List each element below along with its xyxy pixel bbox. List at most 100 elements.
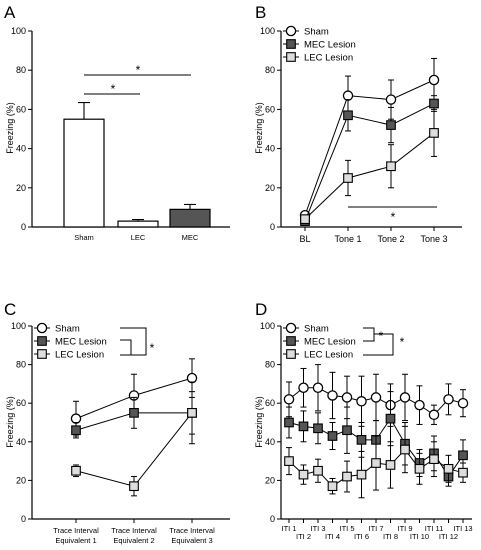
panel-a-bar (169, 208, 211, 228)
panel-b-x-tick-label: BL (299, 234, 310, 244)
panel-b-letter: B (255, 3, 266, 22)
panel-d-point (341, 392, 353, 403)
panel-d-point (283, 394, 295, 405)
panel-a-y-tick-label: 0 (21, 222, 26, 232)
panel-d-legend-label: LEC Lesion (304, 350, 353, 361)
panel-d-legend-point (285, 322, 297, 334)
panel-c-x-tick-label-line: Trace Interval (111, 526, 157, 535)
panel-c-legend-label: MEC Lesion (55, 337, 107, 348)
panel-b-legend-point (286, 52, 296, 62)
panel-d-y-tick-label: 100 (260, 321, 275, 331)
panel-b-legend-point (285, 25, 297, 37)
panel-c-sig-bracket (120, 327, 147, 356)
panel-c-point (186, 372, 198, 384)
panel-d-point (356, 435, 367, 445)
panel-b-series-line (304, 132, 435, 220)
panel-d-y-tick-label: 80 (265, 360, 275, 370)
panel-b-y-tick-label: 100 (260, 26, 275, 36)
panel-c-x-tick-label-line: Equivalent 1 (55, 536, 96, 545)
panel-d-y-tick-label: 20 (265, 475, 275, 485)
panel-b-point (429, 128, 439, 138)
panel-c-x-tick-label-line: Equivalent 2 (113, 536, 154, 545)
panel-c-sig-star: * (150, 341, 155, 355)
panel-c-y-tick-label: 60 (16, 398, 26, 408)
panel-c-point (129, 407, 139, 418)
panel-d-y-tick-label: 60 (265, 398, 275, 408)
panel-a-x-tick-label: MEC (182, 233, 199, 242)
panel-b-x-tick-label: Tone 3 (420, 234, 447, 244)
panel-c-x-tick-label-line: Trace Interval (53, 526, 99, 535)
panel-b-x-tick-label: Tone 2 (377, 234, 404, 244)
panel-c-point (71, 465, 81, 476)
panel-d-point (385, 460, 396, 470)
panel-d-x-tick-label: ITI 5 (339, 524, 354, 533)
panel-b-series-line (304, 103, 435, 222)
panel-b-legend-point (286, 39, 296, 49)
panel-b-y-tick-label: 20 (265, 183, 275, 193)
panel-c-legend-label: Sham (55, 324, 80, 335)
panel-d-point (298, 421, 309, 432)
panel-c-legend-point (37, 349, 47, 359)
panel-d-x-tick-label: ITI 4 (325, 532, 340, 541)
panel-d-point (457, 397, 469, 409)
panel-a-y-tick-label: 60 (16, 104, 26, 114)
panel-c-x-tick-label-line: Trace Interval (169, 526, 215, 535)
panel-c-x-tick-label-line: Equivalent 3 (171, 536, 212, 545)
panel-c-letter: C (4, 300, 16, 319)
panel-a-y-tick-label: 80 (16, 65, 26, 75)
panel-d-point (313, 465, 323, 476)
panel-d-point (327, 431, 338, 441)
panel-d-x-tick-label: ITI 3 (310, 524, 325, 533)
panel-d-point (371, 458, 381, 468)
panel-d-x-tick-label: ITI 6 (354, 532, 369, 541)
panel-a-x-tick-label: LEC (131, 233, 146, 242)
panel-c-ylabel: Freezing (%) (5, 396, 15, 448)
panel-b-point (428, 74, 440, 86)
panel-d-sig-bracket (363, 333, 394, 356)
panel-b-point (429, 98, 439, 109)
panel-a-letter: A (4, 3, 16, 22)
panel-b-y-tick-label: 60 (265, 104, 275, 114)
panel-b-point (386, 161, 396, 172)
panel-c-sig-bracket (120, 339, 132, 356)
panel-a-y-tick-label: 100 (11, 26, 26, 36)
panel-d-legend-point (286, 349, 296, 359)
panel-a-sig-star: * (111, 82, 116, 96)
panel-d-legend-label: Sham (304, 324, 329, 335)
panel-d-x-tick-label: ITI 1 (281, 524, 296, 533)
panel-d-point (298, 469, 309, 480)
panel-c-legend-label: LEC Lesion (55, 350, 104, 361)
panel-a-x-tick-label: Sham (74, 233, 94, 242)
panel-c-point (129, 481, 139, 492)
panel-d-point (284, 417, 294, 428)
panel-d-point (298, 382, 309, 394)
panel-b-legend-label: Sham (304, 27, 329, 38)
panel-d-point (356, 469, 367, 480)
panel-d-y-tick-label: 0 (270, 514, 275, 524)
panel-b-x-tick-label: Tone 1 (334, 234, 361, 244)
panel-c-x-tick-label: Trace Interval Equivalent 1 (53, 526, 99, 545)
panel-c-y-tick-label: 100 (11, 321, 26, 331)
panel-c-point (71, 425, 81, 436)
panel-a-axes: 0 20 40 60 80 100 Sham LEC MEC * * (11, 26, 230, 242)
panel-b-legend-label: LEC Lesion (304, 53, 353, 64)
panel-d-point (342, 425, 352, 436)
panel-d-legend-point (286, 336, 296, 346)
panel-d-x-tick-label: ITI 11 (425, 524, 444, 533)
panel-d-point (414, 463, 425, 474)
panel-b-series-line (304, 79, 435, 216)
panel-d-y-tick-label: 40 (265, 437, 275, 447)
panel-c-x-tick-label: Trace Interval Equivalent 3 (169, 526, 215, 545)
panel-b-y-tick-label: 40 (265, 144, 275, 154)
panel-d-x-tick-label: ITI 13 (453, 524, 472, 533)
panel-a: A 0 20 40 60 80 100 Sham LEC MEC * * Freezing (%) (4, 3, 230, 242)
panel-d-sig-bracket (363, 327, 375, 342)
panel-b-point (300, 214, 310, 225)
panel-d-point (414, 399, 425, 411)
panel-d-x-tick-label: ITI 8 (383, 532, 398, 541)
panel-d-point (370, 392, 382, 403)
panel-c-point (70, 413, 82, 424)
panel-d-point (458, 467, 468, 478)
panel-d-point (400, 444, 410, 455)
